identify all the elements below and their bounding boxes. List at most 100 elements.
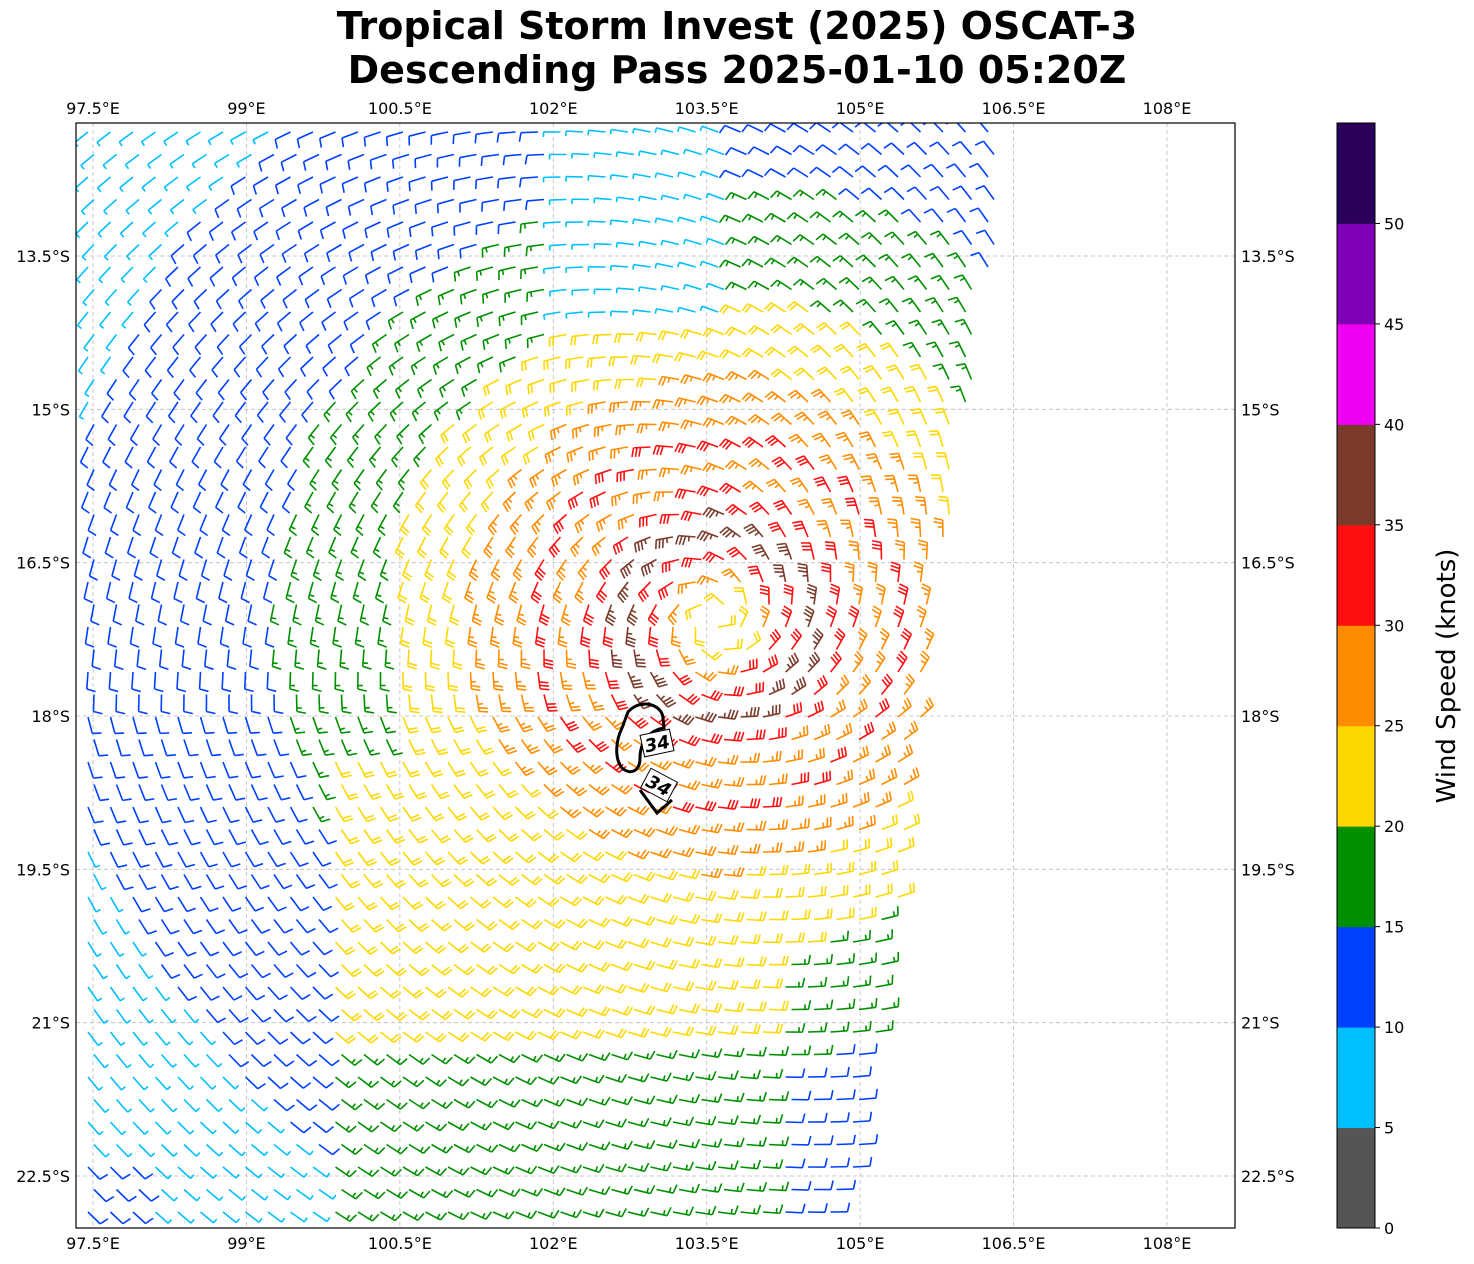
barb-shaft — [244, 716, 252, 734]
barb-half-feather — [169, 163, 174, 169]
barb-half-feather — [400, 479, 405, 484]
wind-barb — [840, 409, 860, 425]
barb-feather — [815, 277, 825, 285]
wind-barb — [115, 694, 126, 715]
wind-barb — [340, 829, 360, 845]
barb-shaft — [212, 401, 224, 417]
barb-feather — [620, 519, 624, 529]
wind-barb — [414, 198, 432, 215]
wind-barb — [525, 243, 545, 256]
wind-barb — [762, 750, 782, 763]
barb-shaft — [186, 221, 201, 234]
barb-feather — [231, 277, 238, 287]
barb-shaft — [211, 356, 224, 371]
barb-shaft — [723, 647, 742, 651]
barb-shaft — [297, 221, 314, 232]
barb-feather — [790, 392, 799, 399]
barb-shaft — [408, 784, 419, 800]
barb-half-feather — [931, 300, 937, 305]
wind-barb — [661, 558, 680, 573]
barb-feather — [642, 807, 650, 816]
wind-barb — [379, 806, 399, 822]
wind-barb — [259, 243, 275, 264]
barb-feather — [616, 806, 624, 815]
barb-feather — [326, 298, 332, 308]
barb-feather — [598, 520, 604, 531]
wind-barb — [299, 311, 314, 332]
wind-barb — [228, 784, 246, 801]
barb-feather — [502, 503, 509, 513]
barb-shaft — [937, 430, 944, 448]
barb-feather — [425, 688, 436, 692]
barb-half-feather — [435, 317, 439, 323]
barb-half-feather — [325, 411, 331, 416]
barb-feather — [783, 591, 793, 596]
wind-barb — [324, 446, 337, 469]
wind-barb — [467, 626, 478, 648]
barb-shaft — [267, 761, 276, 778]
barb-feather — [498, 316, 501, 327]
wind-barb — [748, 501, 770, 516]
barb-half-feather — [126, 301, 132, 307]
barb-feather — [506, 746, 516, 752]
wind-barb — [952, 185, 973, 200]
barb-feather — [870, 721, 875, 732]
barb-shaft — [375, 469, 388, 484]
barb-feather — [813, 476, 823, 481]
barb-feather — [527, 813, 536, 820]
wind-barb — [449, 604, 460, 626]
wind-barb — [566, 828, 588, 841]
barb-feather — [332, 643, 342, 648]
wind-barb — [166, 356, 179, 379]
wind-barb — [496, 176, 516, 189]
barb-feather — [789, 347, 799, 355]
barb-feather — [227, 731, 238, 735]
wind-barb — [830, 793, 848, 808]
barb-half-feather — [436, 409, 441, 415]
barb-feather — [900, 634, 909, 642]
barb-feather — [685, 802, 692, 812]
barb-feather — [727, 417, 736, 426]
wind-barb — [236, 153, 252, 168]
barb-feather — [554, 475, 559, 486]
barb-feather — [809, 255, 818, 263]
barb-half-feather — [463, 293, 467, 300]
barb-feather — [215, 506, 224, 514]
barb-half-feather — [913, 278, 919, 283]
barb-feather — [696, 485, 703, 495]
wind-barb — [786, 256, 809, 268]
wind-barb — [242, 469, 253, 492]
barb-feather — [836, 434, 847, 440]
barb-feather — [792, 144, 801, 153]
barb-feather — [289, 688, 300, 693]
barb-feather — [589, 665, 600, 669]
wind-barb — [627, 805, 650, 816]
barb-feather — [856, 342, 866, 349]
wind-barb — [647, 604, 660, 627]
wind-barb — [855, 254, 877, 268]
barb-shaft — [440, 423, 455, 436]
barb-feather — [666, 514, 670, 524]
wind-barb — [363, 694, 375, 714]
barb-feather — [101, 415, 109, 424]
barb-shaft — [314, 604, 320, 622]
wind-barb — [903, 767, 920, 786]
barb-shaft — [192, 243, 208, 257]
wind-barb — [258, 446, 269, 469]
barb-feather — [639, 332, 644, 342]
barb-half-feather — [377, 479, 383, 484]
wind-barb — [683, 193, 702, 201]
wind-barb — [334, 806, 354, 823]
barb-shaft — [226, 649, 230, 667]
barb-shaft — [77, 356, 89, 372]
barb-feather — [546, 501, 552, 511]
barb-feather — [305, 840, 315, 845]
barb-shaft — [582, 806, 598, 818]
barb-shaft — [572, 378, 590, 384]
wind-barb — [719, 526, 741, 538]
barb-shaft — [411, 401, 427, 414]
barb-shaft — [84, 626, 89, 644]
barb-feather — [528, 856, 537, 864]
barb-feather — [242, 483, 251, 492]
barb-half-feather — [905, 682, 911, 688]
